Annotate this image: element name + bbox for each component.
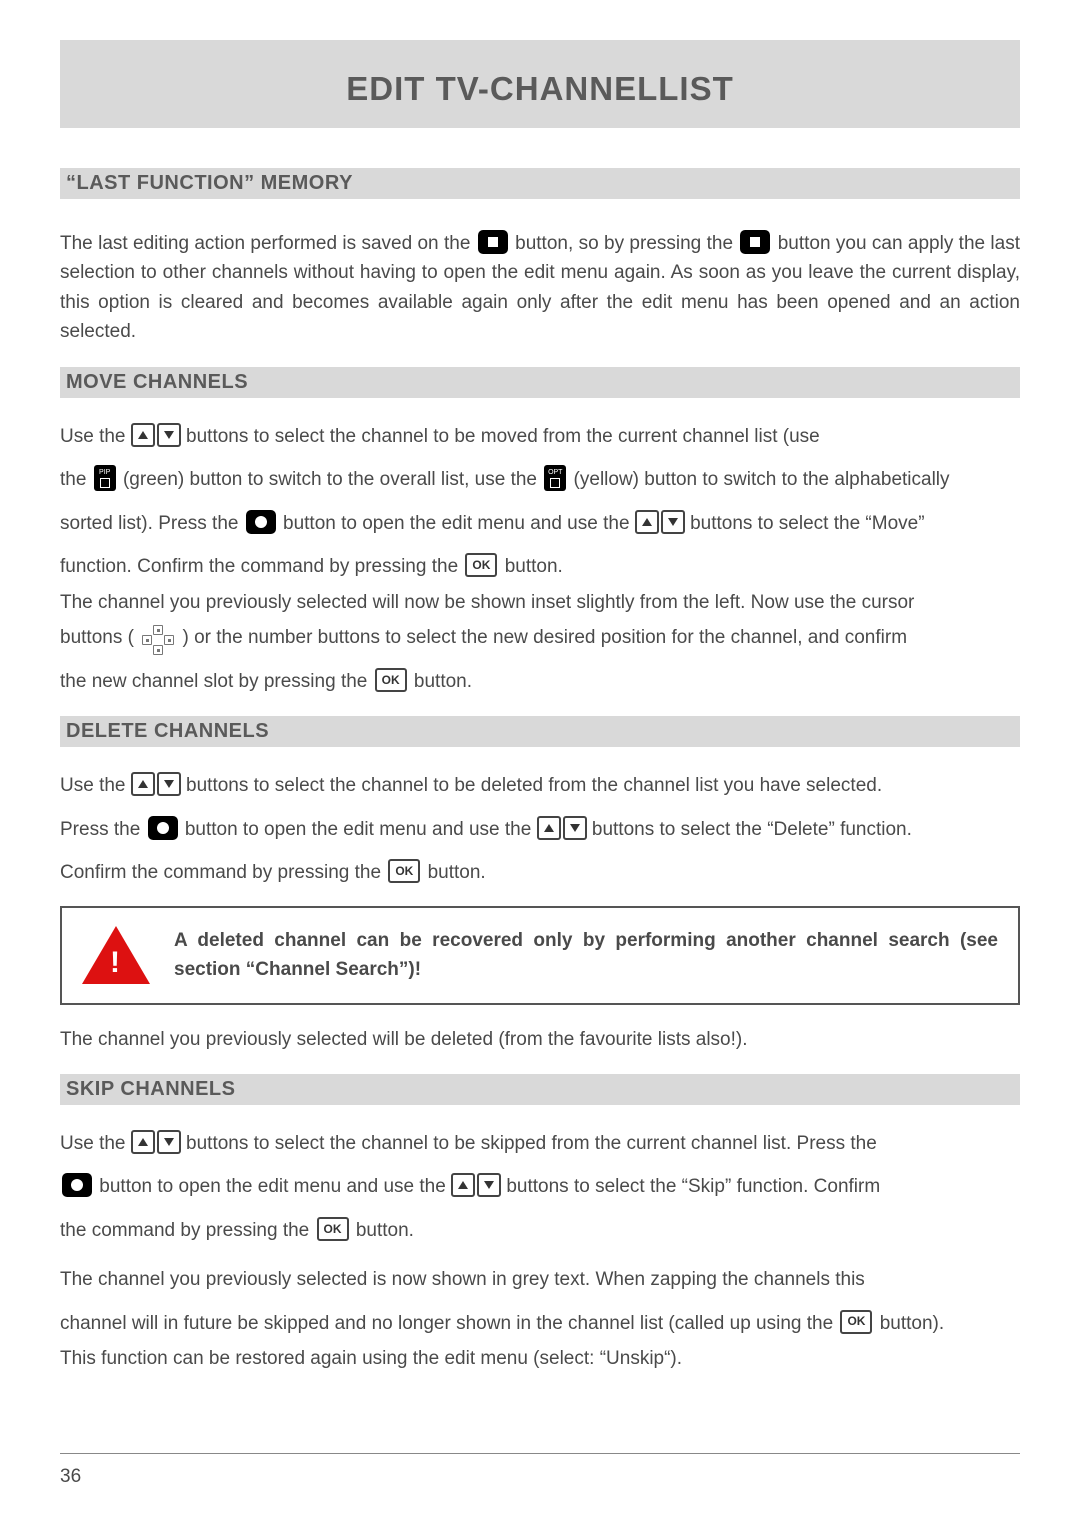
- heading-delete-channels: DELETE CHANNELS: [60, 716, 1020, 747]
- text: buttons to select the “Move”: [690, 513, 924, 534]
- text: Use the: [60, 775, 131, 796]
- text: Use the: [60, 1133, 131, 1154]
- text: button.: [505, 556, 563, 577]
- ok-button-icon: OK: [388, 859, 420, 883]
- heading-move-channels: MOVE CHANNELS: [60, 367, 1020, 398]
- text: Use the: [60, 426, 131, 447]
- heading-last-function: “LAST FUNCTION” MEMORY: [60, 168, 1020, 199]
- text: (green) button to switch to the overall …: [123, 469, 542, 490]
- title-banner: EDIT TV-CHANNELLIST: [60, 40, 1020, 128]
- warning-box: A deleted channel can be recovered only …: [60, 906, 1020, 1005]
- text: button.: [428, 862, 486, 883]
- page-number: 36: [60, 1466, 81, 1488]
- cursor-cross-icon: [141, 625, 175, 655]
- record-button-icon: [148, 816, 178, 840]
- warning-text: A deleted channel can be recovered only …: [174, 926, 998, 985]
- text: button to open the edit menu and use the: [99, 1176, 451, 1197]
- para-skip-4: The channel you previously selected is n…: [60, 1265, 1020, 1294]
- para-skip-1: Use the buttons to select the channel to…: [60, 1129, 1020, 1158]
- text: buttons (: [60, 627, 134, 648]
- para-skip-5: channel will in future be skipped and no…: [60, 1309, 1020, 1338]
- text: sorted list). Press the: [60, 513, 244, 534]
- updown-keys-icon: [451, 1173, 501, 1197]
- text: button).: [880, 1313, 944, 1334]
- text: the command by pressing the: [60, 1220, 315, 1241]
- stop-button-icon: [478, 230, 508, 254]
- text: buttons to select the channel to be move…: [186, 426, 820, 447]
- page-title: EDIT TV-CHANNELLIST: [60, 70, 1020, 108]
- para-move-3: sorted list). Press the button to open t…: [60, 509, 1020, 538]
- para-skip-2: button to open the edit menu and use the…: [60, 1172, 1020, 1201]
- para-del-3: Confirm the command by pressing the OK b…: [60, 858, 1020, 887]
- para-last-function: The last editing action performed is sav…: [60, 229, 1020, 347]
- heading-skip-channels: SKIP CHANNELS: [60, 1074, 1020, 1105]
- ok-button-icon: OK: [375, 668, 407, 692]
- text: button.: [414, 671, 472, 692]
- ok-button-icon: OK: [317, 1217, 349, 1241]
- text: channel will in future be skipped and no…: [60, 1313, 838, 1334]
- para-move-1: Use the buttons to select the channel to…: [60, 422, 1020, 451]
- para-move-6: buttons ( ) or the number buttons to sel…: [60, 623, 1020, 653]
- footer-divider: [60, 1453, 1020, 1454]
- text: buttons to select the “Skip” function. C…: [506, 1176, 880, 1197]
- updown-keys-icon: [635, 510, 685, 534]
- para-del-1: Use the buttons to select the channel to…: [60, 771, 1020, 800]
- text: (yellow) button to switch to the alphabe…: [574, 469, 950, 490]
- text: Confirm the command by pressing the: [60, 862, 386, 883]
- text: button to open the edit menu and use the: [185, 819, 537, 840]
- updown-keys-icon: [537, 816, 587, 840]
- text: function. Confirm the command by pressin…: [60, 556, 463, 577]
- para-move-7: the new channel slot by pressing the OK …: [60, 667, 1020, 696]
- ok-button-icon: OK: [840, 1310, 872, 1334]
- record-button-icon: [62, 1173, 92, 1197]
- para-del-4: The channel you previously selected will…: [60, 1025, 1020, 1054]
- updown-keys-icon: [131, 772, 181, 796]
- text: Press the: [60, 819, 146, 840]
- para-move-4: function. Confirm the command by pressin…: [60, 552, 1020, 581]
- updown-keys-icon: [131, 1130, 181, 1154]
- warning-triangle-icon: [82, 926, 150, 984]
- text: buttons to select the “Delete” function.: [592, 819, 912, 840]
- updown-keys-icon: [131, 423, 181, 447]
- text: the new channel slot by pressing the: [60, 671, 373, 692]
- text: buttons to select the channel to be dele…: [186, 775, 882, 796]
- text: buttons to select the channel to be skip…: [186, 1133, 877, 1154]
- para-del-2: Press the button to open the edit menu a…: [60, 815, 1020, 844]
- ok-button-icon: OK: [465, 553, 497, 577]
- text: button to open the edit menu and use the: [283, 513, 635, 534]
- para-move-5: The channel you previously selected will…: [60, 588, 1020, 617]
- para-skip-3: the command by pressing the OK button.: [60, 1216, 1020, 1245]
- text: ) or the number buttons to select the ne…: [183, 627, 908, 648]
- text: The last editing action performed is sav…: [60, 233, 476, 254]
- stop-button-icon: [740, 230, 770, 254]
- para-move-2: the PIP (green) button to switch to the …: [60, 465, 1020, 494]
- text: the: [60, 469, 92, 490]
- text: button, so by pressing the: [515, 233, 738, 254]
- text: button.: [356, 1220, 414, 1241]
- pip-green-button-icon: PIP: [94, 465, 116, 491]
- record-button-icon: [246, 510, 276, 534]
- opt-yellow-button-icon: OPT: [544, 465, 566, 491]
- para-skip-6: This function can be restored again usin…: [60, 1344, 1020, 1373]
